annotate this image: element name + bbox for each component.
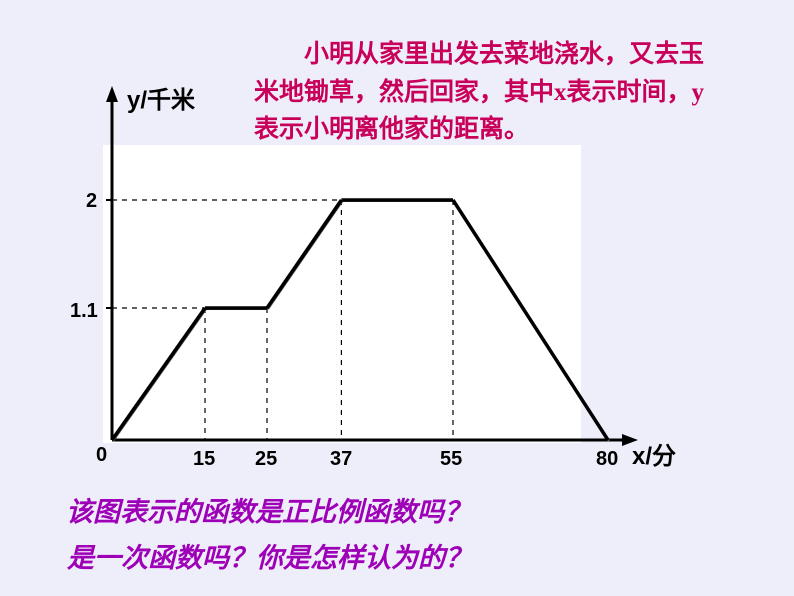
y-tick-0: 1.1 — [70, 300, 98, 323]
question-1: 该图表示的函数是正比例函数吗？ — [66, 490, 471, 529]
x-axis-label: x/分 — [632, 436, 676, 471]
origin-label: 0 — [96, 444, 107, 467]
y-axis-label: y/千米 — [127, 80, 195, 115]
desc-indent — [254, 41, 304, 68]
desc-part-4: 表示小明离他家的距离。 — [254, 116, 529, 143]
y-tick-1: 2 — [86, 190, 97, 213]
question-2: 是一次函数吗？你是怎样认为的？ — [67, 536, 472, 575]
x-tick-4: 80 — [596, 448, 618, 471]
description-text: 小明从家里出发去菜地浇水，又去玉米地锄草，然后回家，其中x表示时间，y表示小明离… — [254, 36, 714, 149]
desc-part-1: x — [554, 79, 567, 106]
x-tick-0: 15 — [193, 448, 215, 471]
x-tick-2: 37 — [330, 448, 352, 471]
x-tick-3: 55 — [440, 448, 462, 471]
x-tick-1: 25 — [255, 448, 277, 471]
desc-part-2: 表示时间， — [567, 79, 692, 106]
desc-part-3: y — [692, 79, 705, 106]
